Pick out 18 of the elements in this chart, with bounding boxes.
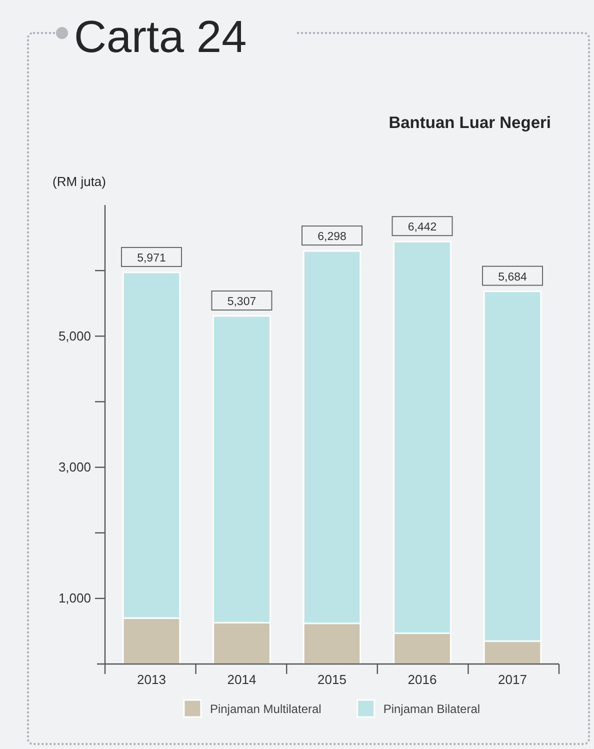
x-tick-label: 2016 <box>408 672 437 687</box>
total-label: 6,298 <box>318 231 346 244</box>
y-tick-label: 5,000 <box>58 328 91 344</box>
chart-subtitle: Bantuan Luar Negeri <box>388 114 551 132</box>
y-tick-label: 3,000 <box>58 459 91 474</box>
chart-title: Carta 24 <box>74 11 247 62</box>
total-label: 5,971 <box>137 252 166 264</box>
x-tick-label: 2013 <box>137 672 166 687</box>
total-label: 5,684 <box>498 271 528 284</box>
x-tick-label: 2017 <box>498 672 527 687</box>
legend-label: Pinjaman Multilateral <box>210 702 322 716</box>
y-tick-label: 1,000 <box>58 590 91 606</box>
y-axis-title: (RM juta) <box>52 174 106 189</box>
total-label: 5,307 <box>227 296 256 308</box>
total-label: 6,442 <box>408 222 437 234</box>
x-tick-label: 2014 <box>227 672 256 687</box>
legend-label: Pinjaman Bilateral <box>383 702 480 716</box>
x-tick-label: 2015 <box>318 672 346 687</box>
